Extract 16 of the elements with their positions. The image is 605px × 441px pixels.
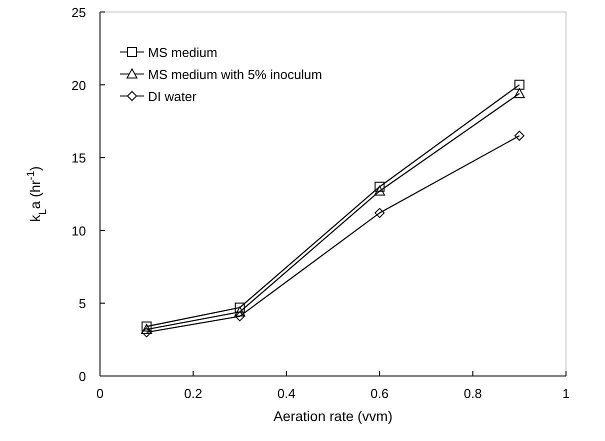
x-tick-label: 0.2 xyxy=(184,386,202,401)
y-tick-label: 5 xyxy=(78,296,86,312)
legend-label: MS medium with 5% inoculum xyxy=(148,67,322,82)
y-tick-label: 25 xyxy=(72,5,86,20)
y-tick-label: 15 xyxy=(72,150,86,166)
y-tick-label: 20 xyxy=(72,78,86,93)
x-tick-label: 0.4 xyxy=(277,386,296,401)
x-tick-label: 0 xyxy=(96,386,104,401)
x-tick-label: 0.6 xyxy=(370,386,389,401)
legend-label: DI water xyxy=(148,89,198,104)
x-tick-label: 0.8 xyxy=(464,386,482,401)
y-tick-label: 10 xyxy=(72,223,86,238)
legend-label: MS medium xyxy=(148,45,218,60)
y-tick-label: 0 xyxy=(78,369,86,384)
x-axis-title: Aeration rate (vvm) xyxy=(273,408,393,424)
x-tick-label: 1 xyxy=(562,386,570,401)
